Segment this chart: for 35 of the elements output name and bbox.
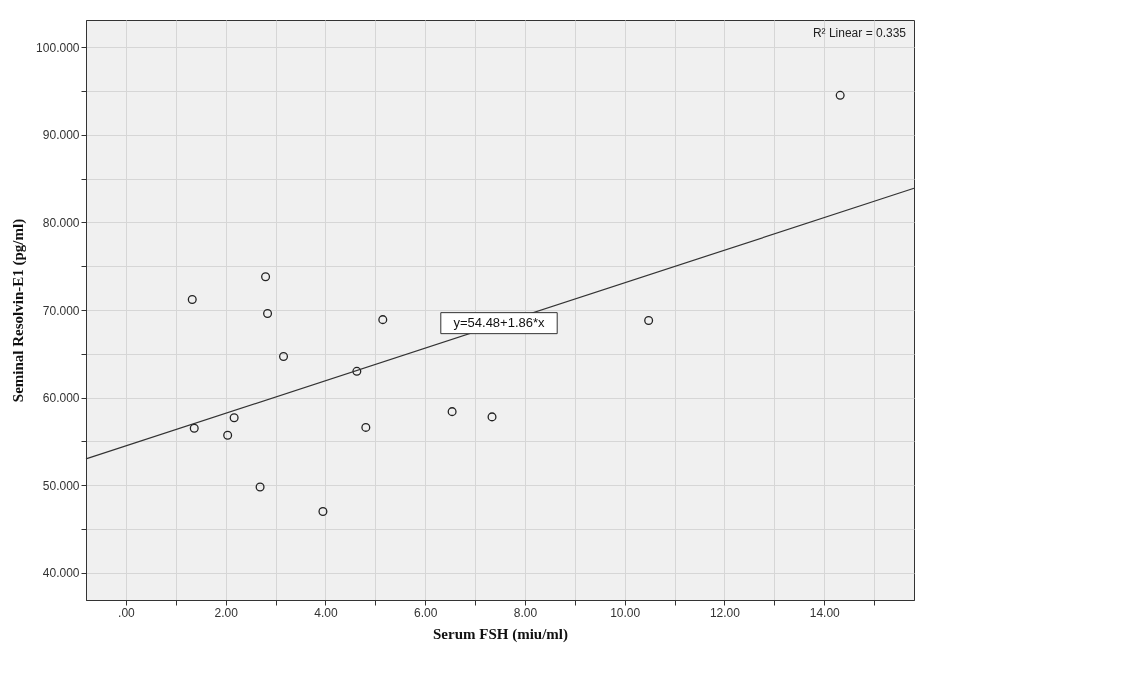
y-tick-label: 60.000: [42, 391, 80, 406]
point: [644, 316, 654, 326]
y-tick-label: 50.000: [42, 478, 80, 493]
x-axis-title: Serum FSH (miu/ml): [433, 625, 568, 643]
point: [318, 507, 328, 517]
point: [279, 351, 289, 361]
x-tick-label: 2.00: [214, 605, 239, 620]
y-tick-label: 90.000: [42, 128, 80, 143]
point: [229, 413, 239, 423]
annotation: y=54.48+1.86*x: [453, 315, 546, 331]
x-tick-label: .00: [118, 605, 136, 620]
point: [255, 482, 265, 492]
y-axis-title: Seminal Resolvin-E1 (pg/ml): [10, 218, 28, 403]
point: [361, 422, 371, 432]
point: [378, 315, 388, 325]
x-tick-label: 8.00: [513, 605, 538, 620]
point: [263, 308, 273, 319]
y-tick-label: 70.000: [42, 303, 80, 318]
x-tick-label: 4.00: [314, 605, 338, 620]
y-tick-label: 100.000: [36, 40, 80, 55]
point: [189, 423, 199, 433]
annotation: R² Linear = 0.335: [812, 26, 907, 40]
point: [447, 407, 457, 417]
point: [261, 272, 271, 282]
x-tick-label: 12.00: [709, 605, 741, 620]
y-tick-label: 40.000: [42, 566, 80, 581]
point: [835, 90, 845, 100]
x-tick-label: 6.00: [414, 605, 438, 620]
point: [487, 412, 497, 422]
point: [187, 294, 197, 304]
x-tick-label: 14.00: [809, 605, 841, 620]
y-tick-label: 80.000: [42, 215, 80, 230]
point: [352, 366, 362, 376]
point: [223, 430, 233, 440]
x-tick-label: 10.00: [610, 605, 641, 620]
